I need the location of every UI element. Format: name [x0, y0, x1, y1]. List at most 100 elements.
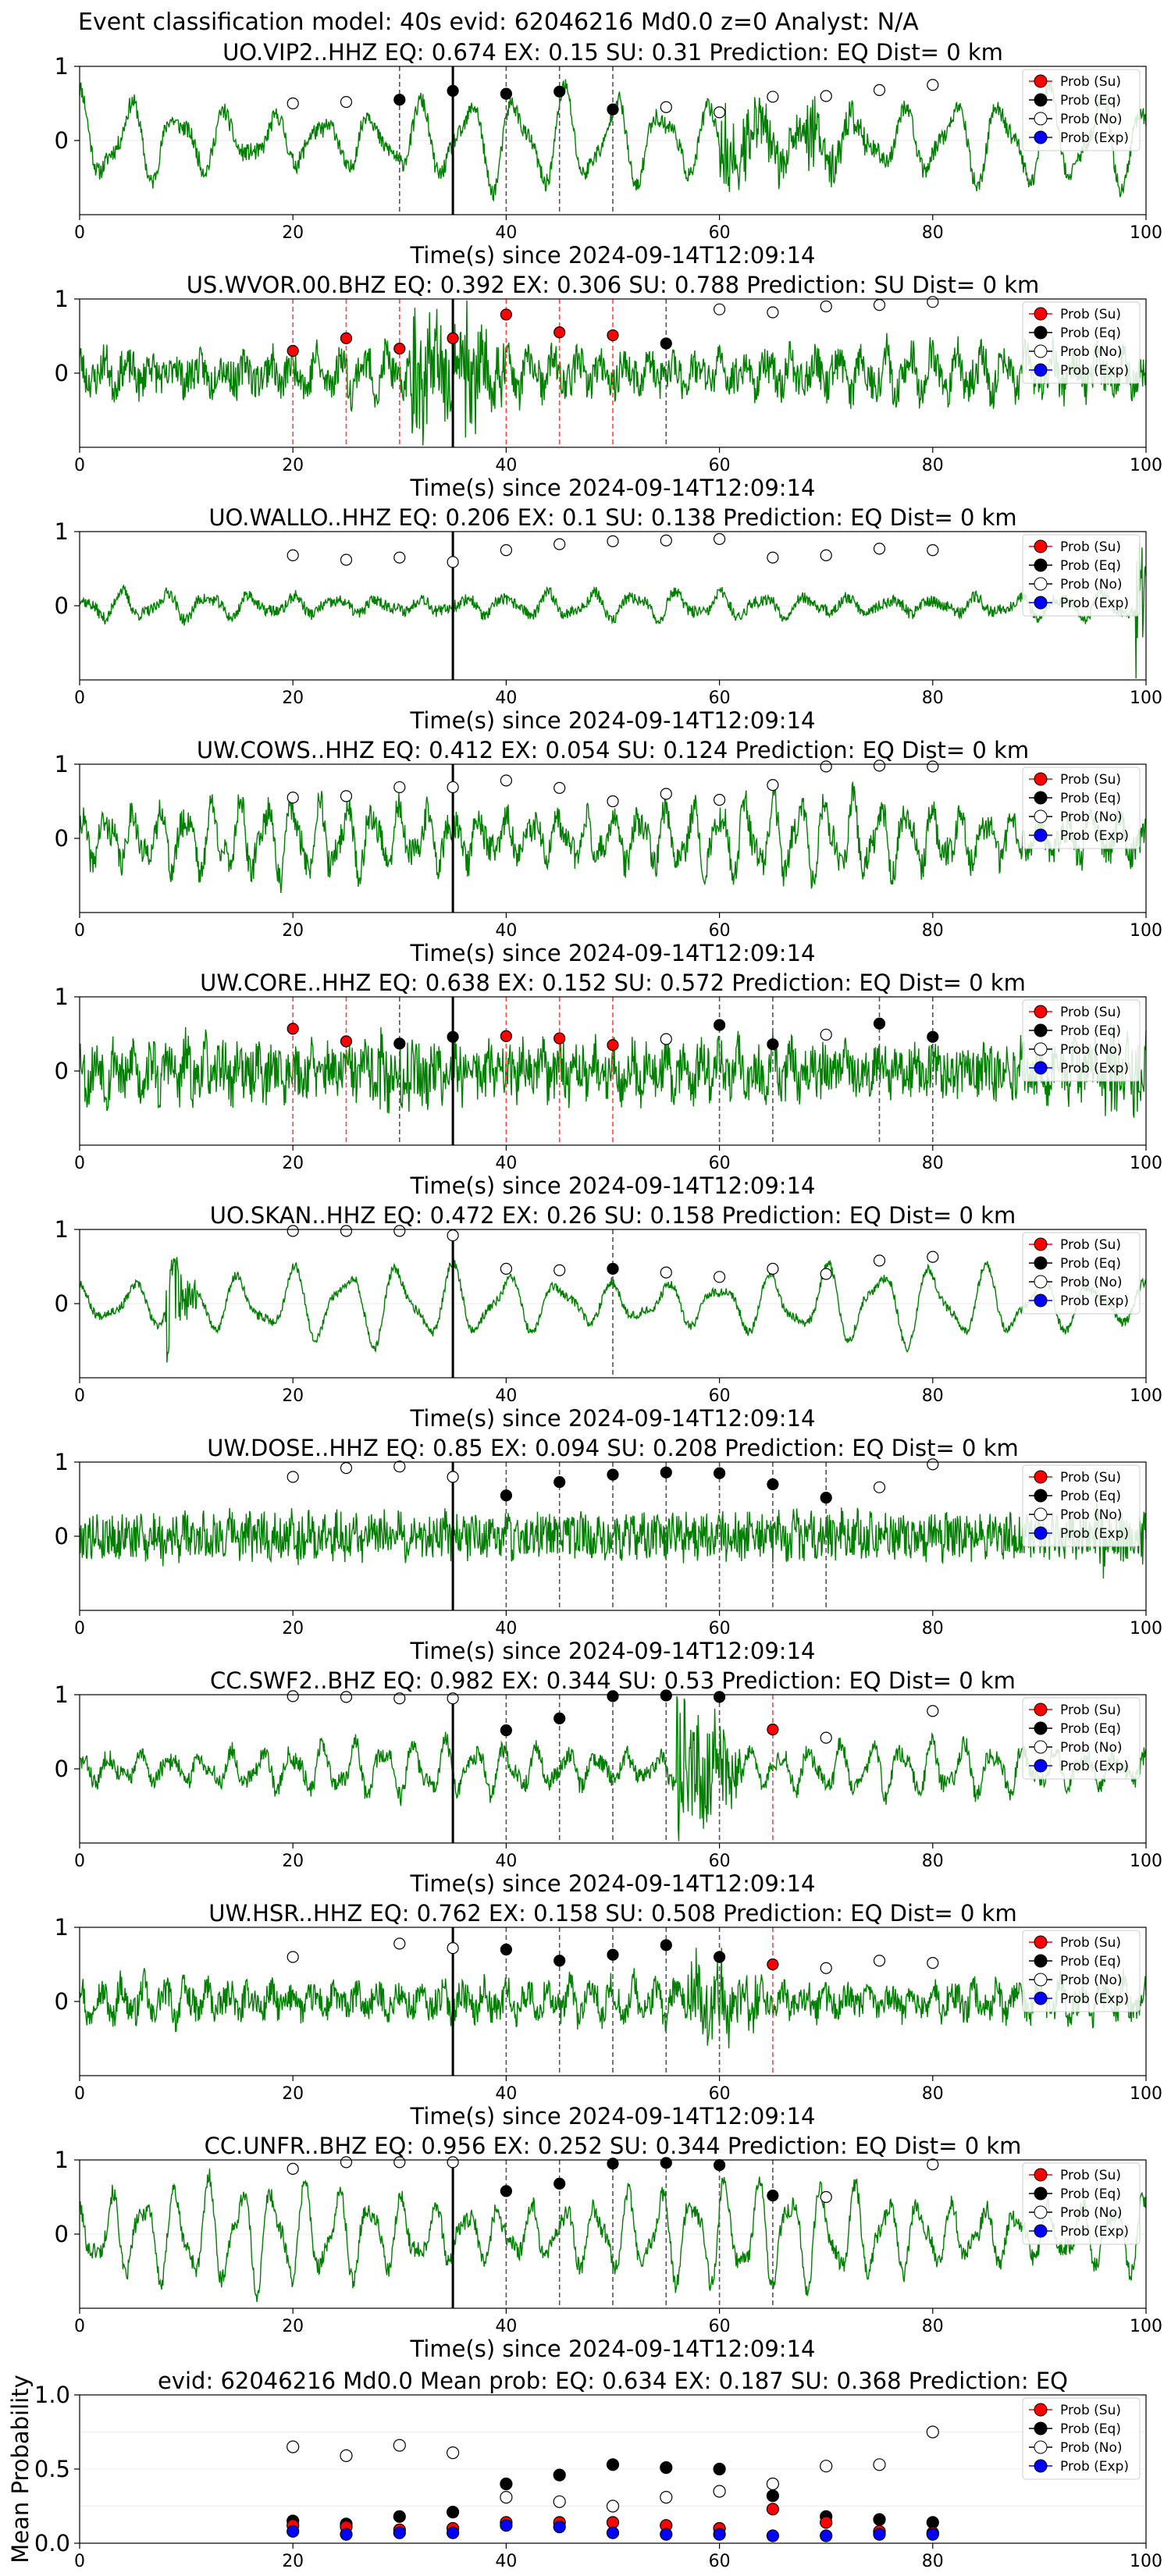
legend-swatch-eq — [1034, 2421, 1048, 2435]
prob-marker-no — [340, 96, 353, 109]
legend-swatch-eq — [1034, 1256, 1048, 1270]
prob-marker-no — [500, 1262, 513, 1275]
prob-marker-no — [820, 760, 832, 773]
legend-label: Prob (Su) — [1060, 1470, 1121, 1485]
legend-box — [1022, 999, 1141, 1082]
x-tick-label: 100 — [1130, 223, 1162, 243]
y-tick-label: 0 — [55, 825, 69, 852]
y-tick-label: 0 — [55, 1988, 69, 2015]
prob-marker-no — [660, 1266, 672, 1279]
panel-title: US.WVOR.00.BHZ EQ: 0.392 EX: 0.306 SU: 0… — [187, 272, 1040, 298]
prob-marker-eq — [607, 103, 619, 116]
prob-marker-no — [820, 2190, 832, 2204]
legend-swatch-su — [1034, 772, 1048, 786]
legend-label: Prob (Eq) — [1060, 2186, 1121, 2202]
x-tick-label: 100 — [1130, 2552, 1162, 2571]
legend-label: Prob (Su) — [1060, 539, 1121, 555]
legend-swatch-su — [1034, 1237, 1048, 1251]
prob-marker-no — [820, 300, 832, 313]
legend-swatch-su — [1034, 307, 1048, 321]
legend-label: Prob (Eq) — [1060, 791, 1121, 806]
legend-swatch-no — [1034, 577, 1048, 591]
prob-marker-su — [607, 1039, 619, 1051]
prob-marker-no — [927, 1957, 939, 1969]
legend: Prob (Su) Prob (Eq) Prob (No) Prob (Exp) — [1022, 534, 1141, 617]
x-tick-label: 60 — [709, 1386, 731, 1406]
legend-box — [1022, 2162, 1141, 2245]
legend: Prob (Su) Prob (Eq) Prob (No) Prob (Exp) — [1022, 1930, 1141, 2012]
figure-title: Event classification model: 40s evid: 62… — [78, 9, 919, 36]
prob-marker-no — [393, 1937, 406, 1950]
prob-marker-no — [873, 84, 886, 97]
y-tick-label: 0 — [55, 1290, 69, 1317]
legend-swatch-eq — [1034, 558, 1048, 572]
prob-marker-no — [927, 1458, 939, 1471]
waveform-trace — [79, 2169, 1147, 2302]
x-tick-label: 20 — [282, 2084, 304, 2104]
y-tick-label: 1 — [55, 751, 69, 777]
prob-marker-no — [873, 1955, 886, 1967]
legend-swatch-no — [1034, 344, 1048, 358]
legend-swatch-su — [1034, 1470, 1048, 1484]
x-tick-label: 20 — [282, 921, 304, 941]
prob-marker-no — [553, 538, 566, 550]
x-tick-label: 80 — [922, 223, 944, 243]
prob-marker-no — [393, 1461, 406, 1473]
x-tick-label: 40 — [495, 1154, 517, 1173]
legend-swatch-exp — [1034, 828, 1048, 842]
prob-marker-no — [340, 1225, 353, 1237]
legend-label: Prob (Exp) — [1060, 1526, 1129, 1542]
mean-marker-no — [606, 2500, 620, 2513]
y-tick-label: 0 — [55, 1523, 69, 1550]
prob-marker-no — [393, 1225, 406, 1237]
legend-label: Prob (Exp) — [1060, 828, 1129, 844]
x-tick-label: 60 — [709, 1852, 731, 1871]
prob-marker-no — [767, 306, 779, 318]
prob-marker-no — [820, 549, 832, 562]
legend-box — [1022, 767, 1141, 849]
prob-marker-no — [287, 1471, 299, 1483]
legend-label: Prob (No) — [1060, 809, 1123, 825]
mean-marker-exp — [873, 2528, 886, 2541]
mean-marker-exp — [926, 2528, 939, 2541]
legend-swatch-no — [1034, 112, 1048, 126]
x-axis-label: Time(s) since 2024-09-14T12:09:14 — [410, 2336, 816, 2362]
prob-marker-no — [500, 774, 513, 787]
prob-marker-su — [553, 326, 566, 339]
y-tick-label: 1 — [55, 286, 69, 312]
legend-swatch-exp — [1034, 130, 1048, 144]
legend-box — [1022, 301, 1141, 384]
x-tick-label: 100 — [1130, 456, 1162, 475]
legend-label: Prob (No) — [1060, 2440, 1123, 2456]
prob-marker-eq — [713, 1951, 726, 1963]
x-tick-label: 60 — [709, 688, 731, 708]
legend-label: Prob (Exp) — [1060, 596, 1129, 611]
prob-marker-su — [447, 332, 459, 344]
waveform-panel: UO.VIP2..HHZ EQ: 0.674 EX: 0.15 SU: 0.31… — [55, 39, 1162, 269]
x-tick-label: 80 — [922, 1619, 944, 1638]
prob-marker-su — [607, 329, 619, 342]
legend: Prob (Su) Prob (Eq) Prob (No) Prob (Exp) — [1022, 69, 1141, 151]
legend-swatch-exp — [1034, 2459, 1048, 2473]
prob-marker-no — [767, 1262, 779, 1275]
x-axis-label: Time(s) since 2024-09-14T12:09:14 — [410, 475, 816, 501]
x-tick-label: 0 — [74, 1154, 85, 1173]
prob-marker-eq — [553, 1712, 566, 1724]
prob-marker-eq — [607, 1948, 619, 1961]
legend-box — [1022, 1232, 1141, 1315]
legend-label: Prob (Exp) — [1060, 1061, 1129, 1076]
prob-marker-no — [340, 1461, 353, 1475]
legend-swatch-exp — [1034, 1293, 1048, 1308]
y-tick-label: 0 — [55, 592, 69, 619]
waveform-panel: CC.UNFR..BHZ EQ: 0.956 EX: 0.252 SU: 0.3… — [55, 2133, 1162, 2362]
x-tick-label: 20 — [282, 223, 304, 243]
mean-marker-eq — [393, 2510, 406, 2523]
legend: Prob (Su) Prob (Eq) Prob (No) Prob (Exp) — [1022, 999, 1141, 1082]
mean-marker-no — [393, 2439, 406, 2452]
legend-swatch-no — [1034, 1042, 1048, 1056]
x-tick-label: 0 — [74, 1852, 85, 1871]
mean-marker-no — [340, 2449, 353, 2462]
prob-marker-eq — [553, 1476, 566, 1489]
x-tick-label: 60 — [709, 223, 731, 243]
prob-marker-eq — [820, 1491, 832, 1504]
